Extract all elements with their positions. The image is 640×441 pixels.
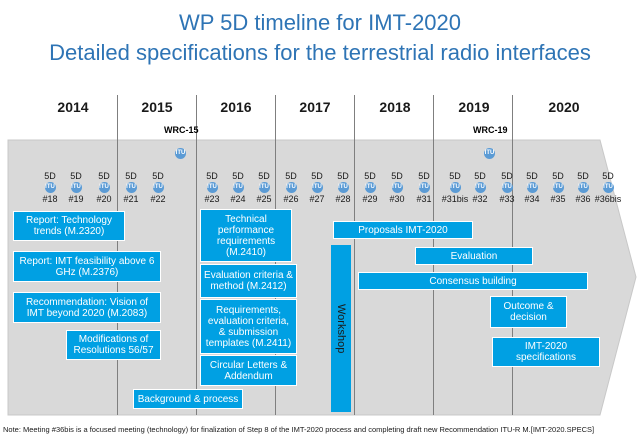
meeting-marker: 5D ITU #23 xyxy=(204,171,220,204)
itu-logo-icon: ITU xyxy=(152,182,164,193)
itu-logo-icon: ITU xyxy=(98,182,110,193)
meeting-marker: 5D ITU #19 xyxy=(68,171,84,204)
box-workshop: Workshop xyxy=(331,245,351,412)
meeting-marker: 5D ITU #24 xyxy=(230,171,246,204)
meeting-marker: 5D ITU #31 xyxy=(416,171,432,204)
itu-logo-icon: ITU xyxy=(232,182,244,193)
itu-logo-icon: ITU xyxy=(418,182,430,193)
year-label: 2020 xyxy=(548,99,580,115)
itu-logo-icon: ITU xyxy=(391,182,403,193)
year-label: 2016 xyxy=(220,99,252,115)
box-evaluation-criteria: Evaluation criteria & method (M.2412) xyxy=(200,264,297,298)
year-label: 2015 xyxy=(141,99,173,115)
box-evaluation: Evaluation xyxy=(415,247,533,265)
meeting-marker: 5D ITU #25 xyxy=(256,171,272,204)
year-divider xyxy=(196,95,197,415)
itu-logo-icon: ITU xyxy=(125,182,137,193)
itu-logo-icon: ITU xyxy=(364,182,376,193)
box-report-technology-trends: Report: Technology trends (M.2320) xyxy=(13,211,125,241)
box-report-imt-feasibility: Report: IMT feasibility above 6 GHz (M.2… xyxy=(13,251,161,282)
meeting-marker: 5D ITU #28 xyxy=(335,171,351,204)
itu-logo-icon: ITU xyxy=(474,182,486,193)
box-background-process: Background & process xyxy=(133,389,243,409)
itu-logo-icon: ITU xyxy=(501,182,513,193)
itu-logo-icon: ITU xyxy=(577,182,589,193)
box-outcome-decision: Outcome & decision xyxy=(490,296,567,328)
meeting-marker: 5D ITU #20 xyxy=(96,171,112,204)
itu-logo-icon: ITU xyxy=(526,182,538,193)
meeting-marker: 5D ITU #36bis xyxy=(594,171,622,204)
year-label: 2017 xyxy=(299,99,331,115)
wrc-19-label: WRC-19 xyxy=(473,125,508,135)
meeting-marker: 5D ITU #33 xyxy=(499,171,515,204)
meeting-marker: 5D ITU #36 xyxy=(575,171,591,204)
itu-logo-icon: ITU xyxy=(337,182,349,193)
year-divider xyxy=(354,95,355,415)
wrc-15-label: WRC-15 xyxy=(164,125,199,135)
year-label: 2019 xyxy=(458,99,490,115)
box-recommendation-vision: Recommendation: Vision of IMT beyond 202… xyxy=(13,292,161,323)
box-modifications-resolutions: Modifications of Resolutions 56/57 xyxy=(66,330,161,360)
year-label: 2014 xyxy=(57,99,89,115)
meeting-marker: 5D ITU #18 xyxy=(42,171,58,204)
box-circular-letters: Circular Letters & Addendum xyxy=(200,355,297,386)
meeting-marker: 5D ITU #29 xyxy=(362,171,378,204)
title-line-2: Detailed specifications for the terrestr… xyxy=(49,40,591,65)
footnote: Note: Meeting #36bis is a focused meetin… xyxy=(3,425,595,434)
year-label: 2018 xyxy=(379,99,411,115)
box-proposals-imt-2020: Proposals IMT-2020 xyxy=(333,221,473,239)
meeting-marker: 5D ITU #31bis xyxy=(441,171,469,204)
itu-logo-icon: ITU xyxy=(70,182,82,193)
meeting-marker: 5D ITU #30 xyxy=(389,171,405,204)
itu-logo-icon: ITU xyxy=(484,148,495,159)
itu-logo-icon: ITU xyxy=(44,182,56,193)
box-technical-performance: Technical performance requirements (M.24… xyxy=(200,209,292,262)
box-imt-2020-specifications: IMT-2020 specifications xyxy=(492,337,600,367)
meeting-marker: 5D ITU #21 xyxy=(123,171,139,204)
meeting-marker: 5D ITU #26 xyxy=(283,171,299,204)
meeting-marker: 5D ITU #35 xyxy=(550,171,566,204)
itu-logo-icon: ITU xyxy=(258,182,270,193)
title-line-1: WP 5D timeline for IMT-2020 xyxy=(178,10,462,35)
itu-logo-icon: ITU xyxy=(285,182,297,193)
itu-logo-icon: ITU xyxy=(206,182,218,193)
meeting-marker: 5D ITU #32 xyxy=(472,171,488,204)
box-requirements-templates: Requirements, evaluation criteria, & sub… xyxy=(200,299,297,354)
itu-logo-icon: ITU xyxy=(602,182,614,193)
meeting-marker: 5D ITU #34 xyxy=(524,171,540,204)
box-consensus-building: Consensus building xyxy=(358,272,588,290)
itu-logo-icon: ITU xyxy=(449,182,461,193)
itu-logo-icon: ITU xyxy=(552,182,564,193)
meeting-marker: 5D ITU #27 xyxy=(309,171,325,204)
itu-logo-icon: ITU xyxy=(175,148,186,159)
meeting-marker: 5D ITU #22 xyxy=(150,171,166,204)
itu-logo-icon: ITU xyxy=(311,182,323,193)
